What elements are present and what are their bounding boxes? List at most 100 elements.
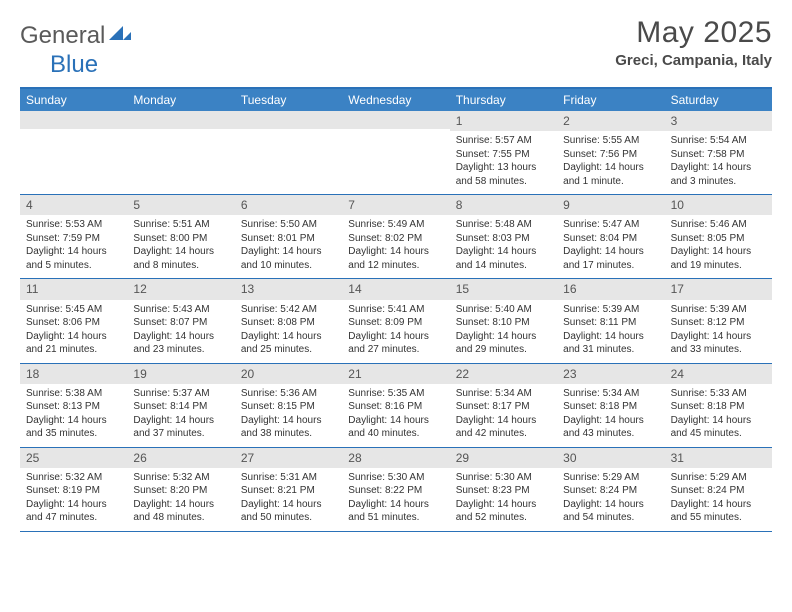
daylight-text: Daylight: 14 hours and 42 minutes. <box>456 414 551 441</box>
sunrise-text: Sunrise: 5:54 AM <box>671 134 766 148</box>
sunrise-text: Sunrise: 5:34 AM <box>563 387 658 401</box>
day-cell: 2Sunrise: 5:55 AMSunset: 7:56 PMDaylight… <box>557 111 664 194</box>
day-cell: 11Sunrise: 5:45 AMSunset: 8:06 PMDayligh… <box>20 279 127 362</box>
sunrise-text: Sunrise: 5:39 AM <box>563 303 658 317</box>
day-cell: 13Sunrise: 5:42 AMSunset: 8:08 PMDayligh… <box>235 279 342 362</box>
daylight-text: Daylight: 14 hours and 21 minutes. <box>26 330 121 357</box>
sunset-text: Sunset: 7:56 PM <box>563 148 658 162</box>
sunrise-text: Sunrise: 5:37 AM <box>133 387 228 401</box>
week-row: 1Sunrise: 5:57 AMSunset: 7:55 PMDaylight… <box>20 111 772 195</box>
day-cell: 30Sunrise: 5:29 AMSunset: 8:24 PMDayligh… <box>557 448 664 531</box>
sunrise-text: Sunrise: 5:32 AM <box>26 471 121 485</box>
sunset-text: Sunset: 7:59 PM <box>26 232 121 246</box>
sunrise-text: Sunrise: 5:55 AM <box>563 134 658 148</box>
day-cell <box>342 111 449 194</box>
day-body: Sunrise: 5:49 AMSunset: 8:02 PMDaylight:… <box>342 215 449 278</box>
day-cell: 4Sunrise: 5:53 AMSunset: 7:59 PMDaylight… <box>20 195 127 278</box>
day-cell: 19Sunrise: 5:37 AMSunset: 8:14 PMDayligh… <box>127 364 234 447</box>
daylight-text: Daylight: 14 hours and 29 minutes. <box>456 330 551 357</box>
day-number: 24 <box>665 364 772 384</box>
sunrise-text: Sunrise: 5:43 AM <box>133 303 228 317</box>
daylight-text: Daylight: 14 hours and 55 minutes. <box>671 498 766 525</box>
day-number: 9 <box>557 195 664 215</box>
sunset-text: Sunset: 8:22 PM <box>348 484 443 498</box>
sunset-text: Sunset: 8:16 PM <box>348 400 443 414</box>
day-cell <box>127 111 234 194</box>
day-number: 6 <box>235 195 342 215</box>
week-row: 11Sunrise: 5:45 AMSunset: 8:06 PMDayligh… <box>20 279 772 363</box>
daylight-text: Daylight: 14 hours and 12 minutes. <box>348 245 443 272</box>
daylight-text: Daylight: 14 hours and 52 minutes. <box>456 498 551 525</box>
day-number: 14 <box>342 279 449 299</box>
sunrise-text: Sunrise: 5:36 AM <box>241 387 336 401</box>
sunset-text: Sunset: 8:12 PM <box>671 316 766 330</box>
sunset-text: Sunset: 8:09 PM <box>348 316 443 330</box>
daylight-text: Daylight: 14 hours and 25 minutes. <box>241 330 336 357</box>
day-cell: 10Sunrise: 5:46 AMSunset: 8:05 PMDayligh… <box>665 195 772 278</box>
daylight-text: Daylight: 14 hours and 37 minutes. <box>133 414 228 441</box>
day-cell: 3Sunrise: 5:54 AMSunset: 7:58 PMDaylight… <box>665 111 772 194</box>
daylight-text: Daylight: 14 hours and 35 minutes. <box>26 414 121 441</box>
day-body: Sunrise: 5:37 AMSunset: 8:14 PMDaylight:… <box>127 384 234 447</box>
sunset-text: Sunset: 8:01 PM <box>241 232 336 246</box>
day-cell: 5Sunrise: 5:51 AMSunset: 8:00 PMDaylight… <box>127 195 234 278</box>
week-row: 25Sunrise: 5:32 AMSunset: 8:19 PMDayligh… <box>20 448 772 532</box>
daylight-text: Daylight: 14 hours and 54 minutes. <box>563 498 658 525</box>
daylight-text: Daylight: 14 hours and 23 minutes. <box>133 330 228 357</box>
day-number: 8 <box>450 195 557 215</box>
day-header-friday: Friday <box>557 89 664 111</box>
day-number: 15 <box>450 279 557 299</box>
daylight-text: Daylight: 14 hours and 17 minutes. <box>563 245 658 272</box>
day-body: Sunrise: 5:40 AMSunset: 8:10 PMDaylight:… <box>450 300 557 363</box>
day-number: 13 <box>235 279 342 299</box>
day-number: 30 <box>557 448 664 468</box>
day-body: Sunrise: 5:57 AMSunset: 7:55 PMDaylight:… <box>450 131 557 194</box>
day-header-saturday: Saturday <box>665 89 772 111</box>
daylight-text: Daylight: 14 hours and 48 minutes. <box>133 498 228 525</box>
day-number: 26 <box>127 448 234 468</box>
sunset-text: Sunset: 8:24 PM <box>671 484 766 498</box>
sunset-text: Sunset: 8:06 PM <box>26 316 121 330</box>
sunset-text: Sunset: 8:20 PM <box>133 484 228 498</box>
day-cell <box>235 111 342 194</box>
day-body: Sunrise: 5:29 AMSunset: 8:24 PMDaylight:… <box>665 468 772 531</box>
day-number: 16 <box>557 279 664 299</box>
daylight-text: Daylight: 14 hours and 3 minutes. <box>671 161 766 188</box>
daylight-text: Daylight: 14 hours and 50 minutes. <box>241 498 336 525</box>
day-body: Sunrise: 5:51 AMSunset: 8:00 PMDaylight:… <box>127 215 234 278</box>
daylight-text: Daylight: 14 hours and 38 minutes. <box>241 414 336 441</box>
sunset-text: Sunset: 8:18 PM <box>671 400 766 414</box>
sunrise-text: Sunrise: 5:29 AM <box>671 471 766 485</box>
sunset-text: Sunset: 8:08 PM <box>241 316 336 330</box>
day-body: Sunrise: 5:35 AMSunset: 8:16 PMDaylight:… <box>342 384 449 447</box>
sunset-text: Sunset: 8:10 PM <box>456 316 551 330</box>
sunset-text: Sunset: 8:21 PM <box>241 484 336 498</box>
day-number: 19 <box>127 364 234 384</box>
sunset-text: Sunset: 8:00 PM <box>133 232 228 246</box>
logo-text-general: General <box>20 24 105 48</box>
day-number <box>127 111 234 129</box>
sunset-text: Sunset: 8:02 PM <box>348 232 443 246</box>
sunrise-text: Sunrise: 5:29 AM <box>563 471 658 485</box>
day-body: Sunrise: 5:34 AMSunset: 8:17 PMDaylight:… <box>450 384 557 447</box>
day-cell <box>20 111 127 194</box>
day-body: Sunrise: 5:29 AMSunset: 8:24 PMDaylight:… <box>557 468 664 531</box>
day-number: 18 <box>20 364 127 384</box>
day-header-sunday: Sunday <box>20 89 127 111</box>
day-number: 21 <box>342 364 449 384</box>
day-header-row: Sunday Monday Tuesday Wednesday Thursday… <box>20 89 772 111</box>
day-cell: 14Sunrise: 5:41 AMSunset: 8:09 PMDayligh… <box>342 279 449 362</box>
day-cell: 28Sunrise: 5:30 AMSunset: 8:22 PMDayligh… <box>342 448 449 531</box>
day-number: 12 <box>127 279 234 299</box>
logo-triangle-icon <box>109 22 131 40</box>
sunset-text: Sunset: 8:23 PM <box>456 484 551 498</box>
daylight-text: Daylight: 14 hours and 5 minutes. <box>26 245 121 272</box>
day-body: Sunrise: 5:54 AMSunset: 7:58 PMDaylight:… <box>665 131 772 194</box>
daylight-text: Daylight: 14 hours and 14 minutes. <box>456 245 551 272</box>
day-body: Sunrise: 5:31 AMSunset: 8:21 PMDaylight:… <box>235 468 342 531</box>
sunset-text: Sunset: 8:04 PM <box>563 232 658 246</box>
day-cell: 24Sunrise: 5:33 AMSunset: 8:18 PMDayligh… <box>665 364 772 447</box>
day-cell: 21Sunrise: 5:35 AMSunset: 8:16 PMDayligh… <box>342 364 449 447</box>
day-body: Sunrise: 5:30 AMSunset: 8:22 PMDaylight:… <box>342 468 449 531</box>
day-body: Sunrise: 5:47 AMSunset: 8:04 PMDaylight:… <box>557 215 664 278</box>
